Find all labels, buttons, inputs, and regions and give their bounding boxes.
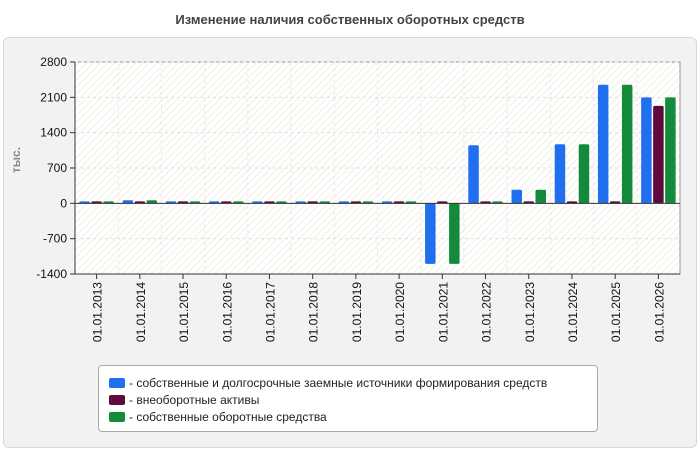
x-tick-label: 01.01.2018 (307, 282, 321, 342)
y-tick-label: 1400 (40, 126, 67, 140)
bar-sources (122, 200, 134, 204)
y-tick-label: 2100 (40, 90, 67, 104)
bar-working-capital (449, 203, 460, 264)
legend-swatch-working-capital (109, 411, 125, 422)
y-tick-label: -1400 (36, 267, 67, 281)
x-tick-label: 01.01.2013 (91, 282, 105, 342)
legend-label-sources: - собственные и долгосрочные заемные ист… (129, 375, 548, 390)
bar-sources (597, 84, 609, 204)
x-tick-label: 01.01.2025 (609, 282, 623, 342)
x-tick-label: 01.01.2026 (652, 282, 666, 342)
bar-noncurrent-assets (653, 105, 664, 204)
y-tick-label: 2800 (40, 55, 67, 69)
x-tick-label: 01.01.2014 (134, 282, 148, 342)
x-tick-label: 01.01.2015 (177, 282, 191, 342)
legend-label-working-capital: - собственные оборотные средства (129, 409, 327, 424)
x-tick-labels: 01.01.2013 01.01.2014 01.01.2015 01.01.2016… (91, 282, 667, 342)
y-tick-label: -700 (43, 232, 67, 246)
legend-item-working-capital: - собственные оборотные средства (109, 408, 587, 425)
bar-sources (468, 145, 479, 204)
legend-item-noncurrent-assets: - внеоборотные активы (109, 391, 587, 408)
axes-group (70, 61, 680, 279)
y-tick-label: 700 (47, 161, 67, 175)
x-tick-label: 01.01.2023 (523, 282, 537, 342)
bar-working-capital (146, 200, 158, 204)
y-tick-labels: 2800 2100 1400 700 0 -700 -1400 (36, 55, 67, 281)
x-tick-label: 01.01.2019 (350, 282, 364, 342)
y-axis-label: тыс. (9, 147, 23, 173)
bar-sources (511, 189, 522, 204)
bar-sources (425, 203, 436, 264)
bar-working-capital (189, 201, 201, 204)
x-tick-label: 01.01.2016 (220, 282, 234, 342)
chart-title: Изменение наличия собственных оборотных … (175, 12, 525, 27)
bars-group (79, 84, 676, 264)
x-tick-label: 01.01.2017 (263, 282, 277, 342)
bar-working-capital (621, 84, 633, 204)
bar-working-capital (578, 144, 590, 204)
x-tick-label: 01.01.2024 (566, 282, 580, 342)
y-tick-label: 0 (60, 196, 67, 210)
bar-working-capital (535, 189, 546, 204)
legend-swatch-noncurrent-assets (109, 394, 125, 405)
x-tick-label: 01.01.2021 (436, 282, 450, 342)
legend-label-noncurrent-assets: - внеоборотные активы (129, 392, 260, 407)
legend: - собственные и долгосрочные заемные ист… (98, 365, 598, 432)
bar-sources (641, 97, 652, 204)
bar-sources (554, 144, 566, 204)
x-tick-label: 01.01.2022 (480, 282, 494, 342)
legend-swatch-sources (109, 377, 125, 388)
x-tick-label: 01.01.2020 (393, 282, 407, 342)
legend-item-sources: - собственные и долгосрочные заемные ист… (109, 374, 587, 391)
bar-sources (165, 201, 177, 204)
bar-working-capital (665, 97, 676, 204)
